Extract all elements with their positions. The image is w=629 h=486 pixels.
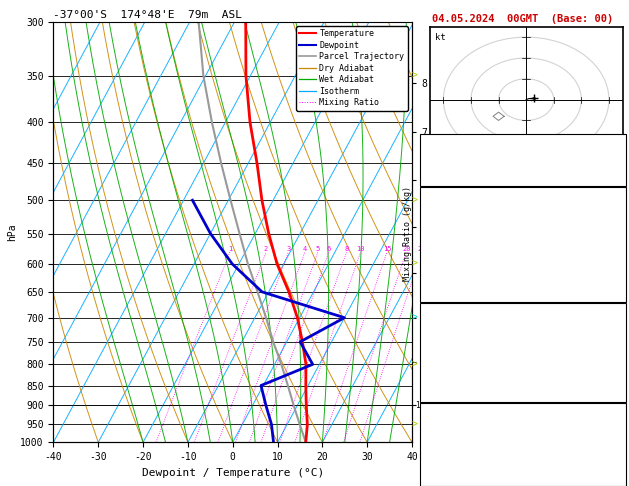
Text: Mixing Ratio (g/kg): Mixing Ratio (g/kg): [403, 186, 412, 281]
Text: Hodograph: Hodograph: [496, 407, 550, 417]
Text: 9: 9: [616, 254, 622, 264]
Text: 15: 15: [382, 246, 391, 252]
Text: Dewp (°C): Dewp (°C): [424, 223, 477, 233]
Text: 1: 1: [228, 246, 232, 252]
Text: -14: -14: [604, 423, 622, 433]
Text: -37°00'S  174°48'E  79m  ASL: -37°00'S 174°48'E 79m ASL: [53, 10, 242, 20]
Text: 2: 2: [264, 246, 268, 252]
Text: Lifted Index: Lifted Index: [424, 354, 494, 364]
Text: Pressure (mb): Pressure (mb): [424, 323, 500, 333]
Text: 5: 5: [616, 469, 622, 480]
Text: 9.1: 9.1: [604, 223, 622, 233]
Text: CAPE (J): CAPE (J): [424, 369, 471, 380]
Text: 1.58: 1.58: [599, 170, 622, 180]
Text: CAPE (J): CAPE (J): [424, 269, 471, 279]
Text: 1014: 1014: [599, 323, 622, 333]
Text: PW (cm): PW (cm): [424, 170, 465, 180]
Text: 10: 10: [357, 246, 365, 252]
Legend: Temperature, Dewpoint, Parcel Trajectory, Dry Adiabat, Wet Adiabat, Isotherm, Mi: Temperature, Dewpoint, Parcel Trajectory…: [296, 26, 408, 111]
Text: Surface: Surface: [503, 191, 543, 202]
Text: 4: 4: [303, 246, 307, 252]
Text: 102°: 102°: [599, 454, 622, 464]
Y-axis label: km
ASL: km ASL: [430, 223, 451, 241]
Text: 20: 20: [402, 246, 411, 252]
Text: 16.3: 16.3: [599, 207, 622, 217]
Text: 9: 9: [616, 354, 622, 364]
Text: EH: EH: [424, 423, 436, 433]
Text: © weatheronline.co.uk: © weatheronline.co.uk: [467, 470, 579, 480]
Text: 8: 8: [345, 246, 348, 252]
Text: CIN (J): CIN (J): [424, 285, 465, 295]
Text: 6: 6: [327, 246, 331, 252]
Text: 3: 3: [286, 246, 291, 252]
Text: 04.05.2024  00GMT  (Base: 00): 04.05.2024 00GMT (Base: 00): [432, 14, 614, 24]
Text: Temp (°C): Temp (°C): [424, 207, 477, 217]
Text: 308: 308: [604, 238, 622, 248]
Text: StmDir: StmDir: [424, 454, 459, 464]
Text: 0: 0: [616, 385, 622, 395]
Text: 36: 36: [610, 155, 622, 165]
Text: >: >: [411, 195, 417, 205]
Text: 5: 5: [316, 246, 320, 252]
Text: 1: 1: [616, 139, 622, 149]
Text: CIN (J): CIN (J): [424, 385, 465, 395]
Text: >: >: [411, 259, 417, 269]
Text: 23: 23: [610, 369, 622, 380]
X-axis label: Dewpoint / Temperature (°C): Dewpoint / Temperature (°C): [142, 468, 324, 478]
Text: K: K: [424, 139, 430, 149]
Text: -18: -18: [604, 438, 622, 449]
Text: kt: kt: [435, 33, 446, 42]
Text: Most Unstable: Most Unstable: [485, 307, 561, 317]
Text: >: >: [411, 70, 417, 81]
Text: Lifted Index: Lifted Index: [424, 254, 494, 264]
Text: Totals Totals: Totals Totals: [424, 155, 500, 165]
Text: 308: 308: [604, 338, 622, 348]
Text: 0: 0: [616, 285, 622, 295]
Text: θₑ (K): θₑ (K): [424, 338, 459, 348]
Text: θₑ(K): θₑ(K): [424, 238, 454, 248]
Text: SREH: SREH: [424, 438, 447, 449]
Text: >: >: [411, 359, 417, 369]
Text: 1LCL: 1LCL: [415, 401, 433, 410]
Text: >: >: [411, 419, 417, 429]
Text: 25: 25: [417, 246, 426, 252]
Text: 23: 23: [610, 269, 622, 279]
Text: StmSpd (kt): StmSpd (kt): [424, 469, 489, 480]
Y-axis label: hPa: hPa: [8, 223, 18, 241]
Text: >: >: [411, 312, 417, 323]
